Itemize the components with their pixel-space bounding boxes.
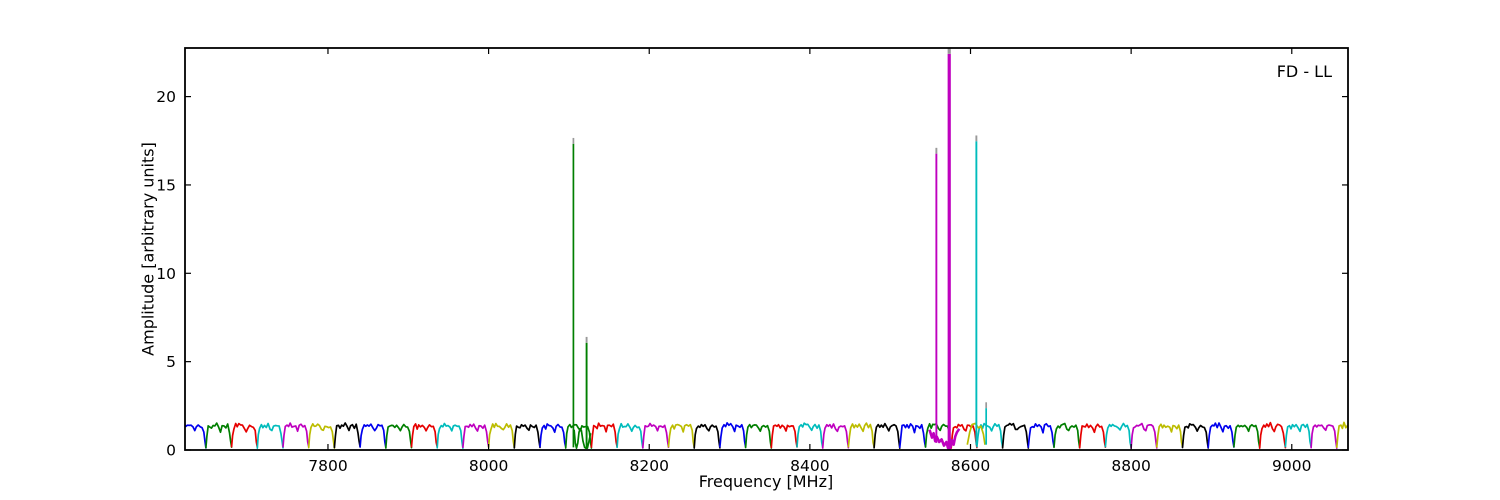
y-tick-label: 0 — [166, 442, 176, 460]
subband-segment — [1155, 423, 1184, 448]
overlay-curve — [928, 428, 961, 450]
plot-area — [185, 48, 1348, 450]
subband-segment — [359, 423, 387, 449]
subband-segment — [641, 422, 670, 449]
subband-segment — [384, 423, 413, 449]
subband-segment — [1078, 423, 1107, 449]
subband-segment — [1335, 421, 1348, 449]
x-tick-label: 7800 — [308, 457, 347, 475]
subband-segment — [1233, 423, 1261, 449]
x-axis-label: Frequency [MHz] — [698, 472, 834, 491]
x-tick-label: 8400 — [790, 457, 829, 475]
subband-segment — [539, 423, 567, 448]
y-tick-label: 15 — [156, 176, 176, 194]
subband-segment — [667, 423, 696, 449]
x-tick-label: 8800 — [1111, 457, 1150, 475]
subband-segment — [333, 422, 361, 449]
subband-segment — [796, 422, 824, 449]
subband-segment — [564, 423, 593, 449]
subband-segment — [1104, 422, 1132, 448]
subband-segment — [487, 422, 516, 449]
y-tick-label: 10 — [156, 265, 176, 283]
subband-segment — [950, 423, 978, 449]
spikes — [572, 48, 988, 450]
subband-segment — [462, 423, 490, 449]
y-axis-label: Amplitude [arbitrary units] — [138, 142, 158, 356]
subband-segment — [513, 423, 541, 449]
subband-segment — [230, 422, 259, 449]
subband-segment — [770, 423, 798, 449]
subband-segment — [307, 423, 336, 449]
subband-segment — [719, 422, 747, 448]
subband-segment — [282, 422, 310, 448]
subband-segment — [1181, 423, 1210, 449]
overlay-curve — [573, 427, 592, 450]
subband-segment — [693, 423, 721, 449]
x-tick-label: 8600 — [951, 457, 990, 475]
subband-segment — [898, 423, 927, 449]
x-tick-label: 8200 — [630, 457, 669, 475]
subband-segment — [616, 422, 644, 449]
subband-segment — [205, 422, 233, 449]
subband-segment — [821, 423, 850, 449]
subband-segment — [410, 423, 439, 448]
y-tick-label: 20 — [156, 88, 176, 106]
axes-frame: 7800 8000 8200 8400 8600 8800 9000 0 5 10 15 20 — [156, 47, 1349, 475]
x-tick-label: 9000 — [1272, 457, 1311, 475]
subband-segment — [1027, 422, 1055, 448]
subband-segment — [185, 423, 207, 449]
y-tick-label: 5 — [166, 353, 176, 371]
subband-segment — [873, 422, 901, 449]
x-tick-label: 8000 — [469, 457, 508, 475]
subband-segment — [744, 423, 773, 449]
subband-segment — [1258, 421, 1287, 449]
subband-segment — [436, 422, 464, 449]
subband-segment — [1284, 423, 1312, 448]
subband-segment — [1053, 422, 1081, 449]
subband-segment — [1207, 422, 1235, 449]
subband-segment — [1001, 422, 1030, 449]
series-annotation: FD - LL — [1276, 62, 1332, 81]
baseline-segments — [185, 421, 1348, 449]
subband-segment — [590, 422, 618, 448]
subband-segment — [1130, 422, 1158, 449]
subband-segment — [1310, 424, 1338, 449]
subband-segment — [256, 422, 284, 449]
subband-segment — [847, 422, 875, 448]
